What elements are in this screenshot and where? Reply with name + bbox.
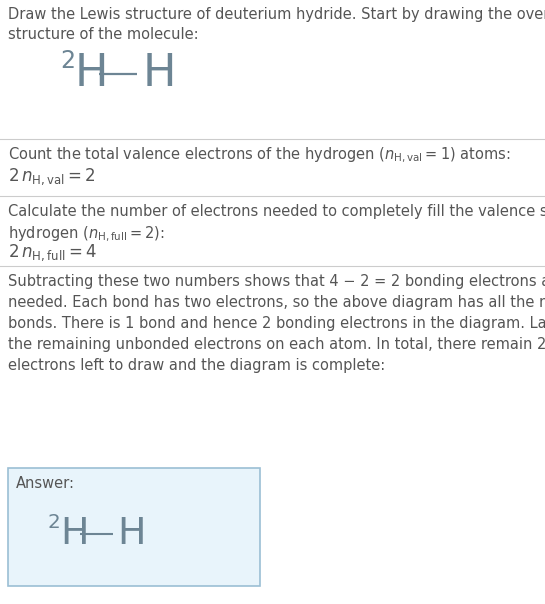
Text: H: H — [60, 516, 88, 552]
Text: Subtracting these two numbers shows that 4 − 2 = 2 bonding electrons are
needed.: Subtracting these two numbers shows that… — [8, 274, 545, 373]
Text: 2: 2 — [60, 48, 76, 72]
Text: H: H — [75, 53, 108, 95]
Text: Calculate the number of electrons needed to completely fill the valence shells f: Calculate the number of electrons needed… — [8, 204, 545, 245]
Text: Answer:: Answer: — [16, 476, 75, 491]
Text: 2: 2 — [48, 513, 60, 532]
Text: Count the total valence electrons of the hydrogen ($n_{\mathrm{H,val}} = 1$) ato: Count the total valence electrons of the… — [8, 146, 511, 165]
Text: H: H — [117, 516, 146, 552]
Text: $2\,n_{\mathrm{H,full}} = 4$: $2\,n_{\mathrm{H,full}} = 4$ — [8, 242, 97, 263]
Text: $2\,n_{\mathrm{H,val}} = 2$: $2\,n_{\mathrm{H,val}} = 2$ — [8, 166, 96, 187]
FancyBboxPatch shape — [8, 468, 260, 586]
Text: Draw the Lewis structure of deuterium hydride. Start by drawing the overall
stru: Draw the Lewis structure of deuterium hy… — [8, 7, 545, 42]
Text: H: H — [142, 53, 175, 95]
